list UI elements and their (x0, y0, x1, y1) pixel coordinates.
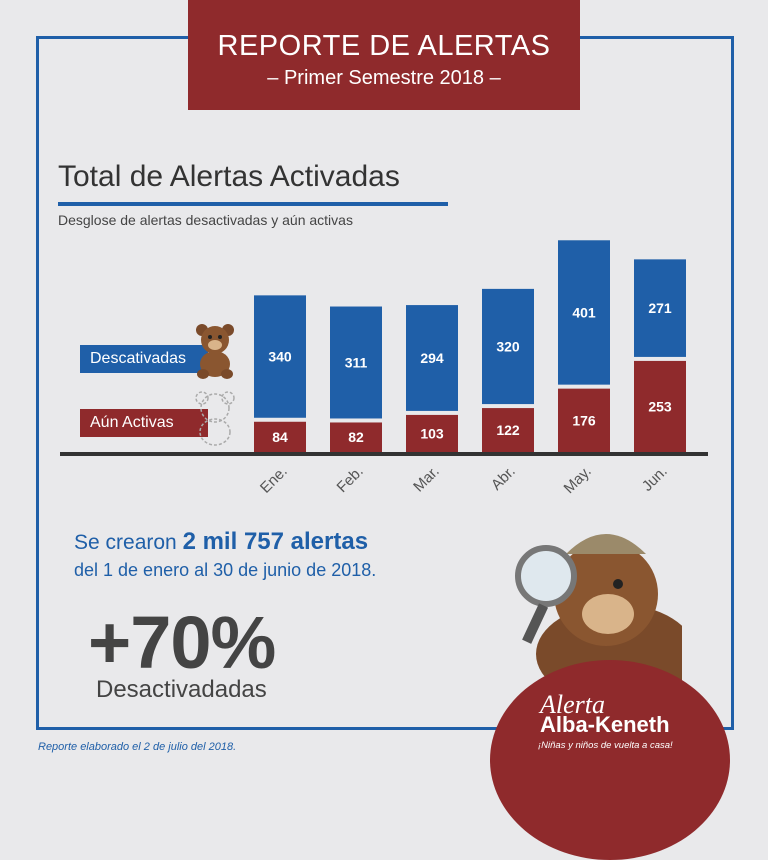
bar-activas-5 (634, 360, 686, 452)
x-tick-label-5: Jun. (639, 463, 671, 495)
label-activas-5: 253 (648, 398, 672, 414)
summary-line-2: del 1 de enero al 30 de junio de 2018. (74, 560, 377, 580)
label-descativadas-1: 311 (345, 355, 368, 371)
teddy-bear-icon (196, 324, 234, 379)
bar-activas-4 (558, 388, 610, 452)
bar-descativadas-2 (406, 305, 458, 411)
summary-line-1: Se crearon 2 mil 757 alertas (74, 528, 368, 556)
footer-note: Reporte elaborado el 2 de julio del 2018… (38, 741, 237, 753)
logo-line-1: Alerta (540, 690, 605, 719)
bar-descativadas-3 (482, 288, 534, 405)
bar-activas-0 (254, 421, 306, 452)
x-tick-label-1: Feb. (334, 463, 367, 496)
x-tick-label-2: Mar. (410, 463, 443, 496)
label-descativadas-4: 401 (572, 304, 596, 320)
label-activas-1: 82 (348, 429, 364, 445)
percent-label: Desactivadadas (96, 676, 267, 703)
logo-line-2: Alba-Keneth (540, 712, 670, 737)
label-activas-0: 84 (272, 429, 288, 445)
bar-descativadas-1 (330, 306, 382, 419)
bar-descativadas-4 (558, 240, 610, 385)
teddy-bear-outline-icon (195, 391, 235, 446)
chart-title: Total de Alertas Activadas (58, 160, 400, 193)
logo-line-3: ¡Niñas y niños de vuelta a casa! (538, 740, 673, 751)
chart-subtitle: Desglose de alertas desactivadas y aún a… (58, 212, 353, 228)
header-subtitle: – Primer Semestre 2018 – (267, 67, 501, 89)
x-tick-label-4: May. (561, 463, 595, 497)
header-banner: REPORTE DE ALERTAS – Primer Semestre 201… (188, 0, 580, 110)
summary-pre: Se crearon (74, 531, 177, 554)
x-tick-label-0: Ene. (257, 463, 291, 497)
detective-bear-icon (515, 534, 682, 684)
chart-baseline (60, 452, 708, 456)
x-tick-label-3: Abr. (488, 463, 519, 494)
bar-descativadas-0 (254, 295, 306, 418)
legend-activas: Aún Activas (80, 409, 208, 437)
header-title: REPORTE DE ALERTAS (217, 30, 551, 62)
percent-big: +70% (88, 601, 276, 684)
stacked-bar-chart: 84 340 Ene. 82 311 Feb. 103 294 Mar. 122 320 Abr. 17… (60, 240, 708, 497)
label-descativadas-3: 320 (496, 338, 520, 354)
bar-activas-3 (482, 408, 534, 452)
summary-total: 2 mil 757 alertas (182, 528, 369, 555)
title-underline (58, 202, 448, 206)
label-descativadas-2: 294 (420, 350, 444, 366)
label-activas-2: 103 (420, 425, 444, 441)
bar-descativadas-5 (634, 259, 686, 357)
bar-activas-1 (330, 422, 382, 452)
label-descativadas-5: 271 (648, 300, 672, 316)
label-activas-4: 176 (572, 412, 596, 428)
bar-activas-2 (406, 414, 458, 452)
label-activas-3: 122 (496, 422, 520, 438)
logo-background (490, 660, 730, 860)
legend-descativadas: Descativadas (80, 345, 208, 373)
label-descativadas-0: 340 (268, 349, 292, 365)
